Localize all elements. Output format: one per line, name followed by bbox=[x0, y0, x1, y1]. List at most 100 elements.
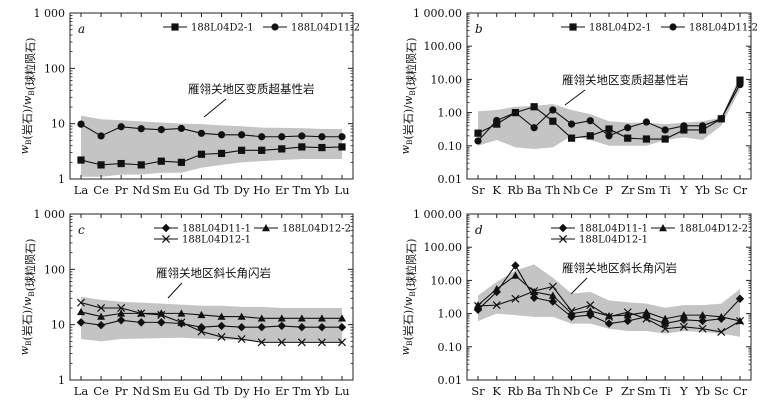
annotation-label: 雁翎关地区斜长角闪岩 bbox=[156, 266, 271, 280]
data-point bbox=[492, 285, 501, 293]
data-point bbox=[511, 109, 520, 117]
y-axis-label: wB(岩石)/wB(球粒陨石) bbox=[18, 239, 37, 356]
x-tick-label: Sm bbox=[637, 183, 656, 197]
data-point bbox=[217, 312, 226, 320]
data-point bbox=[698, 122, 707, 130]
x-tick-label: Lu bbox=[334, 384, 349, 398]
legend-label: 188L04D11-1 bbox=[579, 224, 648, 235]
data-point bbox=[492, 301, 501, 310]
data-point bbox=[197, 310, 206, 319]
data-point bbox=[530, 286, 539, 296]
data-point bbox=[586, 306, 595, 315]
x-tick-label: Yb bbox=[313, 183, 329, 197]
reference-band bbox=[478, 75, 740, 150]
y-tick-label: 1.00 bbox=[438, 308, 463, 321]
data-point bbox=[735, 316, 745, 325]
y-tick-label: 1 000.00 bbox=[413, 208, 462, 221]
legend-marker bbox=[262, 224, 270, 232]
legend-marker bbox=[569, 23, 577, 31]
data-point bbox=[77, 120, 85, 128]
y-tick-label: 100.00 bbox=[424, 241, 463, 254]
data-point bbox=[298, 143, 306, 151]
data-point bbox=[278, 133, 286, 141]
x-tick-label: Tm bbox=[293, 183, 312, 197]
data-point bbox=[604, 312, 614, 321]
data-point bbox=[97, 312, 106, 320]
data-point bbox=[177, 309, 186, 317]
data-point bbox=[624, 134, 632, 142]
series-188L04D2-1 bbox=[77, 143, 346, 169]
data-point bbox=[698, 311, 707, 319]
data-point bbox=[736, 76, 744, 84]
data-point bbox=[97, 303, 106, 313]
data-point bbox=[338, 143, 346, 151]
data-point bbox=[317, 314, 326, 322]
x-tick-label: La bbox=[74, 183, 89, 197]
data-point bbox=[217, 332, 226, 341]
data-point bbox=[157, 310, 166, 319]
x-tick-label: Pr bbox=[115, 384, 129, 398]
x-tick-label: Er bbox=[275, 384, 289, 398]
x-tick-label: Tb bbox=[214, 384, 229, 398]
data-point bbox=[237, 335, 246, 344]
legend-marker bbox=[171, 23, 179, 31]
data-point bbox=[604, 319, 614, 328]
data-point bbox=[661, 324, 670, 333]
chart-panel-b: 0.01 0.10 1.00 10.00 100.00 1 000.00 Sr K Rb Ba Th… bbox=[399, 7, 758, 197]
data-point bbox=[624, 124, 632, 132]
data-point bbox=[318, 133, 326, 141]
data-point bbox=[680, 126, 688, 134]
data-point bbox=[605, 125, 613, 133]
series-188L04D12-1 bbox=[473, 282, 745, 336]
x-tick-label: Yb bbox=[313, 384, 329, 398]
x-tick-label: K bbox=[492, 183, 501, 197]
data-point bbox=[530, 124, 538, 132]
data-point bbox=[237, 322, 246, 332]
x-tick-label: Ba bbox=[526, 183, 541, 197]
annotation-pointer bbox=[564, 89, 586, 106]
x-tick-label: Eu bbox=[173, 384, 189, 398]
y-tick-label: 10.00 bbox=[431, 274, 463, 287]
x-tick-label: Nb bbox=[563, 183, 580, 197]
x-tick-label: Rb bbox=[507, 384, 523, 398]
y-tick-label: 10 bbox=[51, 118, 65, 131]
x-tick-label: Cr bbox=[733, 183, 748, 197]
data-point bbox=[297, 322, 307, 332]
data-point bbox=[277, 338, 286, 347]
x-tick-label: Dy bbox=[234, 384, 250, 398]
y-tick-label: 0.10 bbox=[438, 341, 463, 354]
legend-marker bbox=[271, 23, 279, 31]
data-point bbox=[474, 129, 482, 137]
data-point bbox=[567, 309, 576, 317]
data-point bbox=[97, 132, 105, 140]
chart-panel-c: 1 10 100 1 000 La Ce Pr Nd Sm Eu Gd Tb Dy Ho Er Tm Yb Lu w… bbox=[18, 208, 354, 398]
reference-band bbox=[81, 115, 342, 177]
data-point bbox=[177, 124, 185, 133]
legend-marker bbox=[669, 23, 677, 31]
data-point bbox=[317, 322, 327, 332]
data-point bbox=[317, 338, 326, 347]
legend-marker bbox=[558, 223, 568, 233]
data-point bbox=[257, 338, 266, 347]
y-axis-label: wB(岩石)/wB(球粒陨石) bbox=[18, 38, 37, 155]
legend-label: 188L04D12-1 bbox=[579, 235, 648, 246]
data-point bbox=[217, 131, 226, 139]
data-point bbox=[605, 311, 613, 320]
panel-label: c bbox=[78, 223, 85, 237]
data-point bbox=[338, 133, 346, 141]
x-tick-label: Nb bbox=[563, 384, 580, 398]
data-point bbox=[137, 318, 146, 327]
data-point bbox=[197, 150, 206, 158]
data-point bbox=[679, 311, 688, 319]
x-tick-label: Zr bbox=[621, 384, 635, 398]
x-tick-label: Sc bbox=[714, 183, 728, 197]
x-tick-label: Gd bbox=[193, 183, 210, 197]
data-point bbox=[137, 309, 146, 318]
x-tick-label: Ti bbox=[659, 183, 671, 197]
data-point bbox=[586, 301, 595, 310]
x-tick-label: Zr bbox=[621, 183, 635, 197]
x-tick-label: Gd bbox=[193, 384, 210, 398]
x-tick-label: Sr bbox=[471, 384, 485, 398]
data-point bbox=[642, 135, 651, 143]
data-point bbox=[661, 135, 669, 143]
